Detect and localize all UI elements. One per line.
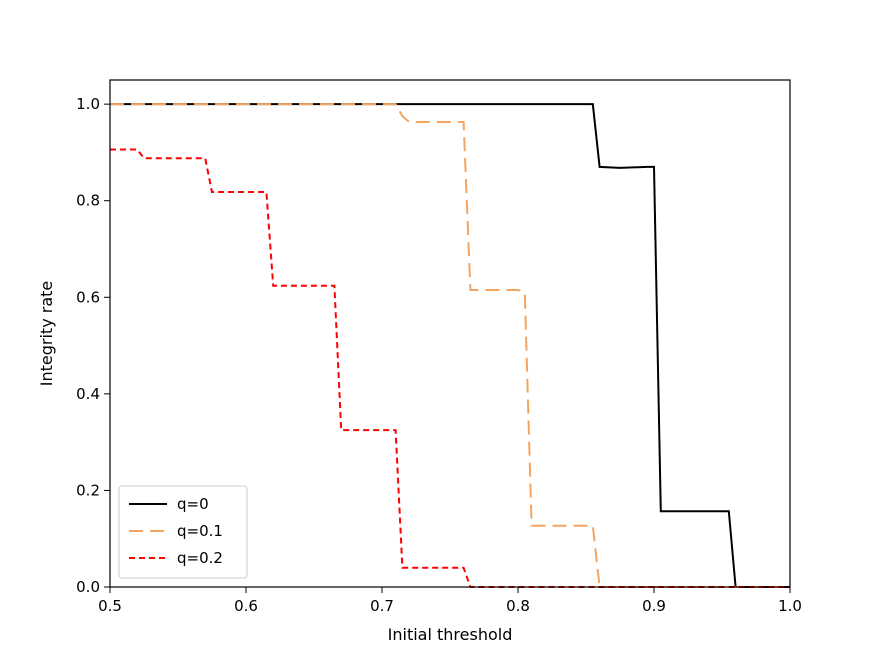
x-tick-label: 1.0 — [778, 597, 802, 615]
y-tick-label: 0.8 — [76, 192, 100, 210]
ticks-layer: 0.5 0.6 0.7 0.8 0.9 1.0 0.0 0.2 0.4 0.6 0.8 1.0 — [76, 95, 802, 615]
y-axis-label: Integrity rate — [37, 281, 56, 386]
legend-label-2: q=0.2 — [177, 549, 223, 567]
series-line-0 — [110, 103, 790, 588]
legend-box — [118, 485, 248, 579]
legend: q=0 q=0.1 q=0.2 — [118, 485, 248, 579]
legend-label-1: q=0.1 — [177, 522, 223, 540]
legend-items: q=0 q=0.1 q=0.2 — [129, 495, 223, 567]
y-tick-label: 0.4 — [76, 385, 100, 403]
y-tick-label: 0.0 — [76, 578, 100, 596]
y-tick-label: 1.0 — [76, 95, 100, 113]
x-tick-label: 0.8 — [506, 597, 530, 615]
legend-label-0: q=0 — [177, 495, 209, 513]
series-line-2 — [110, 148, 790, 588]
series-line-1 — [110, 103, 790, 588]
x-tick-label: 0.5 — [98, 597, 122, 615]
plot-frame — [109, 79, 791, 588]
x-axis-label: Initial threshold — [388, 625, 513, 644]
y-tick-label: 0.2 — [76, 481, 100, 499]
x-tick-label: 0.6 — [234, 597, 258, 615]
plot-layer — [110, 103, 790, 588]
y-tick-label: 0.6 — [76, 288, 100, 306]
x-tick-label: 0.9 — [642, 597, 666, 615]
x-tick-label: 0.7 — [370, 597, 394, 615]
